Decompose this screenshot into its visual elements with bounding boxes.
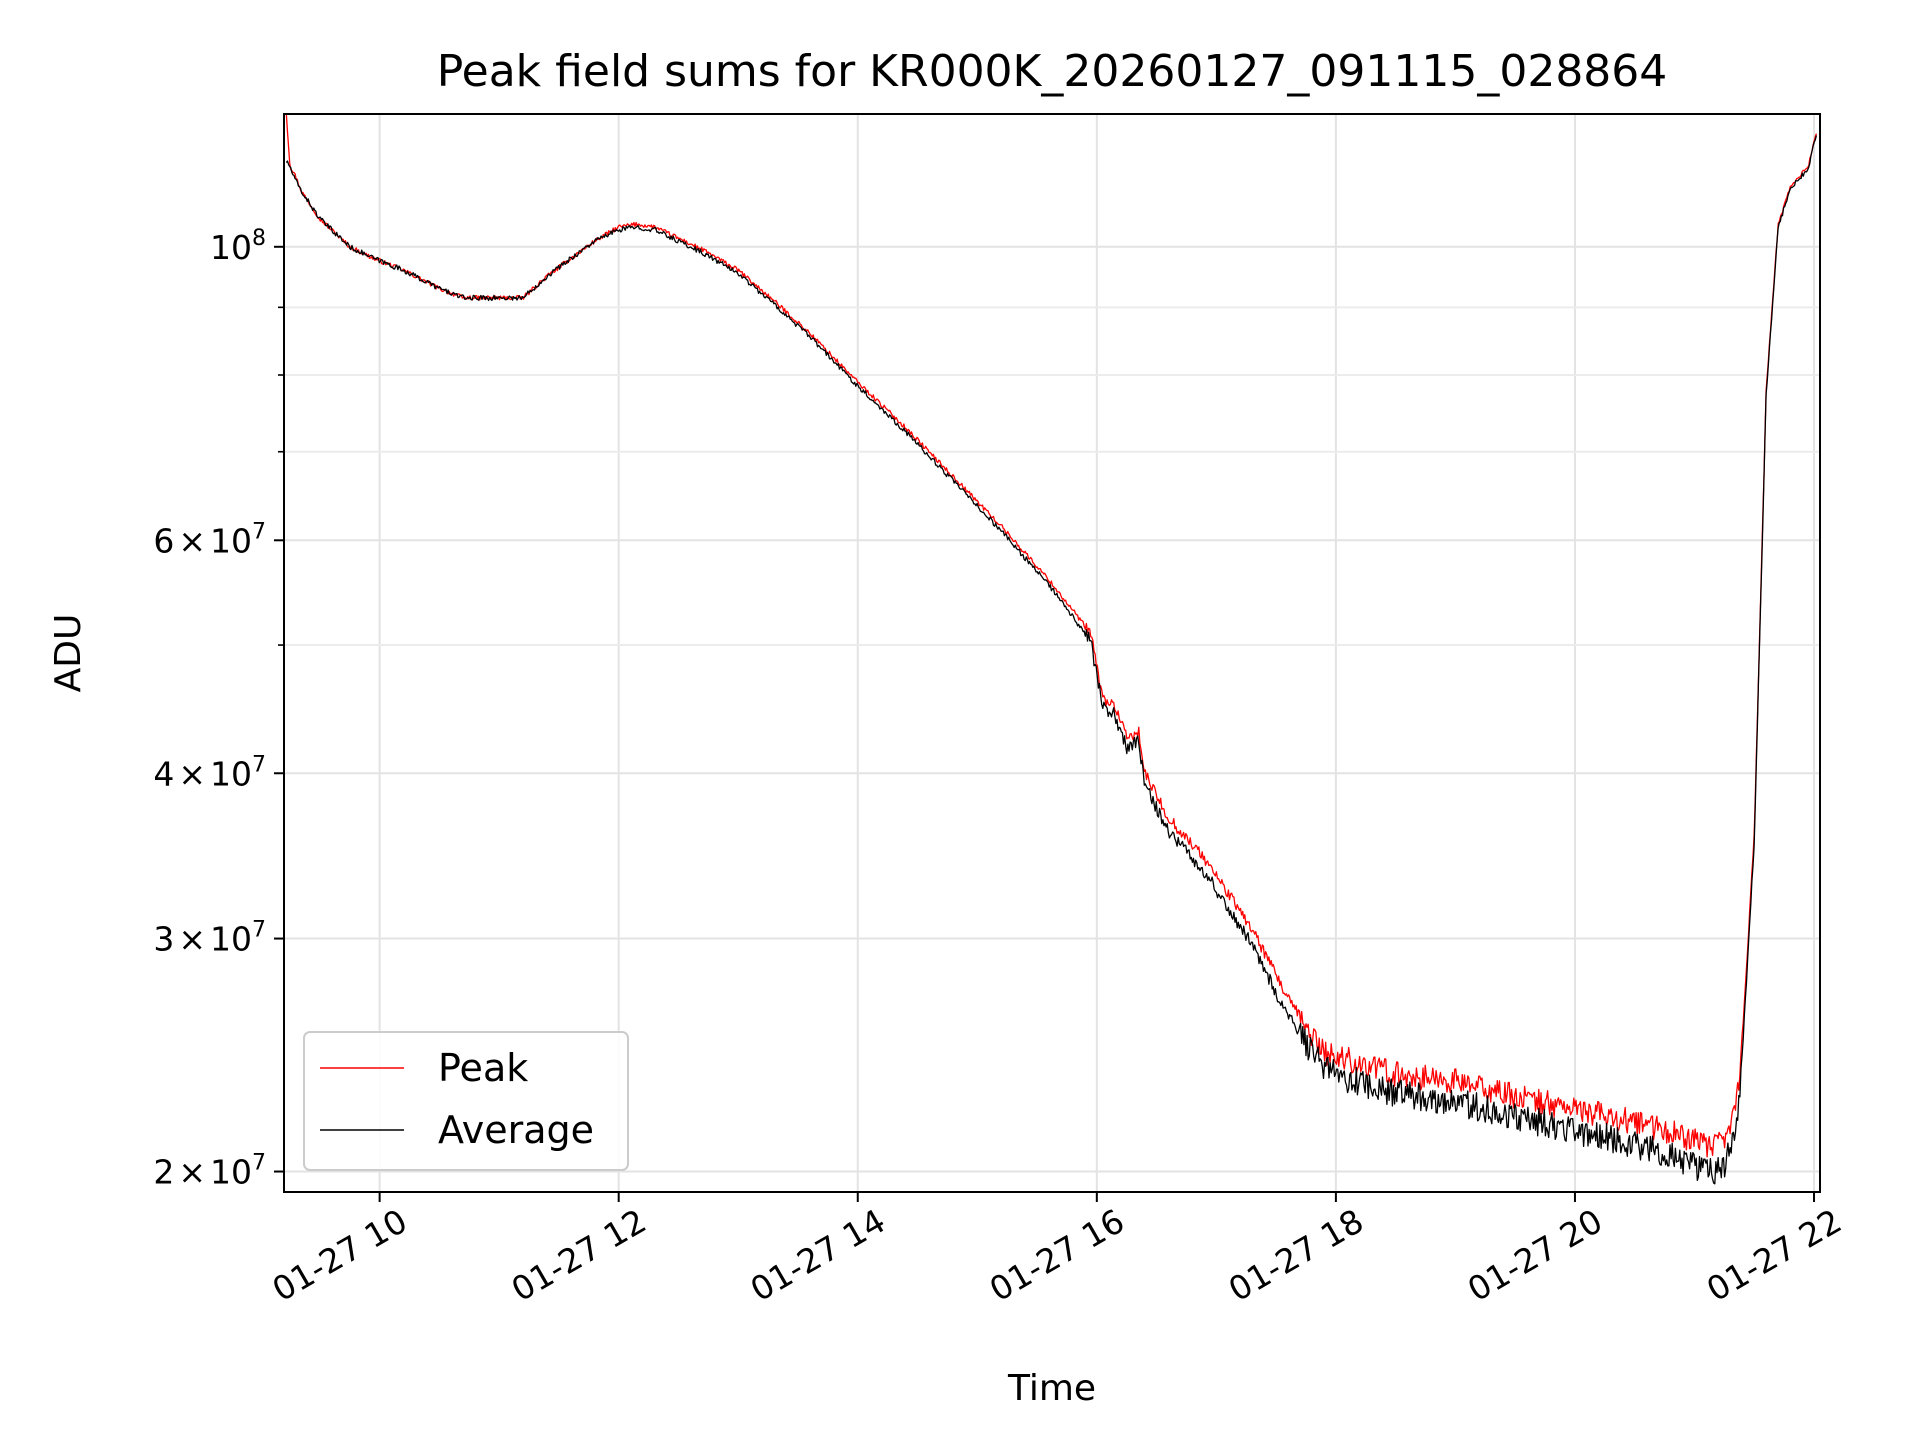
series-line-average bbox=[285, 135, 1818, 1185]
plot-frame bbox=[283, 113, 1821, 1193]
legend-average-label: Average bbox=[438, 1108, 594, 1152]
y-tick-label: 4 × 107 bbox=[153, 752, 266, 793]
legend-peak-label: Peak bbox=[438, 1046, 528, 1090]
grid-lines bbox=[284, 114, 1820, 1192]
y-tick-label: 6 × 107 bbox=[153, 519, 266, 560]
y-tick-label: 108 bbox=[210, 226, 266, 267]
chart-title: Peak field sums for KR000K_20260127_0911… bbox=[437, 46, 1668, 97]
y-tick-label: 3 × 107 bbox=[153, 918, 266, 959]
legend-box bbox=[303, 1031, 629, 1171]
x-axis-label: Time bbox=[1007, 1368, 1096, 1409]
y-tick-label: 2 × 107 bbox=[153, 1151, 266, 1192]
y-axis-label: ADU bbox=[48, 614, 89, 693]
series-line-peak bbox=[285, 114, 1818, 1158]
legend: Peak Average bbox=[303, 1031, 629, 1171]
series-layer bbox=[285, 114, 1818, 1185]
